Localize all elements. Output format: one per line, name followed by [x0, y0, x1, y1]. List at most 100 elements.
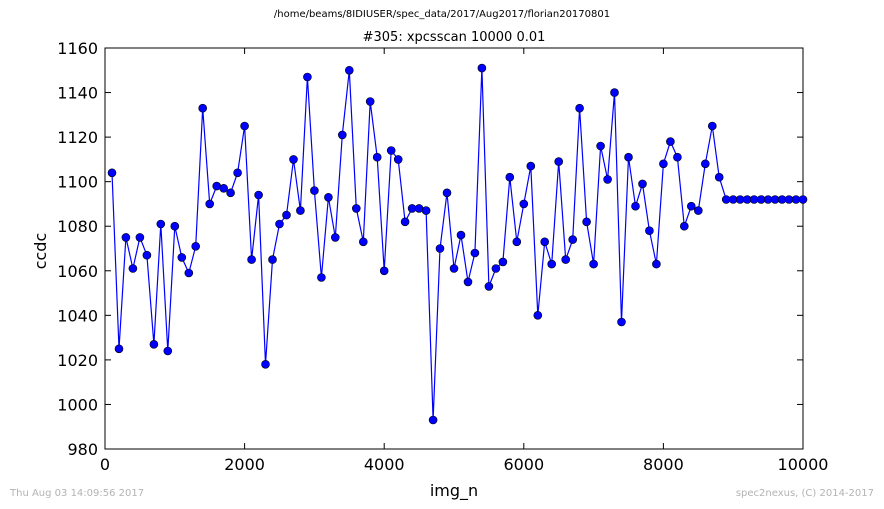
data-point — [135, 233, 145, 242]
plot-frame — [104, 47, 804, 450]
y-tick-label: 1060 — [57, 262, 98, 281]
data-point — [714, 172, 724, 182]
data-point — [673, 152, 682, 162]
data-point — [344, 66, 354, 75]
data-point — [652, 259, 661, 269]
y-tick-label: 1160 — [57, 39, 98, 58]
x-tick-label: 10000 — [778, 455, 829, 474]
data-point — [379, 266, 389, 276]
data-point — [631, 201, 640, 211]
data-point — [554, 157, 564, 166]
data-point — [156, 219, 166, 229]
data-point — [170, 221, 180, 231]
data-point — [491, 264, 501, 273]
data-point — [484, 282, 494, 291]
data-point — [700, 159, 710, 169]
data-point — [519, 199, 529, 209]
data-point — [547, 259, 557, 269]
data-point — [568, 235, 578, 244]
data-point — [317, 273, 326, 282]
data-point — [575, 103, 584, 113]
series-line — [111, 68, 803, 421]
y-tick-label: 1020 — [57, 351, 98, 370]
data-point — [435, 244, 445, 253]
data-point — [114, 344, 124, 354]
data-point — [372, 152, 382, 162]
data-point — [707, 121, 717, 131]
y-tick-label: 1140 — [57, 84, 98, 103]
data-point — [505, 172, 515, 182]
axis-tick-labels: 0 2000 4000 6000 8000 10000 980 1000 1020 1040 106… — [57, 39, 828, 474]
y-tick-label: 1080 — [57, 217, 98, 236]
x-tick-label: 6000 — [503, 455, 544, 474]
data-point — [512, 237, 522, 247]
y-tick-label: 1120 — [57, 128, 98, 147]
data-point — [191, 242, 200, 251]
data-point — [617, 317, 626, 327]
footer-credit: spec2nexus, (C) 2014-2017 — [735, 488, 874, 499]
data-point — [268, 255, 277, 264]
y-axis-label: ccdc — [31, 233, 50, 270]
data-point — [142, 250, 152, 260]
data-point — [428, 415, 438, 425]
data-point — [596, 141, 605, 151]
data-point — [365, 97, 375, 106]
data-point — [582, 217, 591, 227]
x-tick-label: 8000 — [643, 455, 684, 474]
data-point — [324, 193, 333, 202]
data-point — [233, 168, 242, 178]
data-point — [198, 103, 207, 113]
data-point — [561, 255, 571, 264]
data-point — [337, 130, 347, 140]
data-point — [219, 184, 228, 193]
data-point — [624, 152, 633, 162]
data-point — [163, 346, 173, 356]
data-point — [589, 259, 598, 269]
data-point — [679, 221, 689, 231]
data-point — [275, 219, 284, 229]
data-point — [449, 264, 459, 273]
data-point — [289, 155, 298, 164]
y-tick-label: 980 — [67, 440, 98, 459]
data-point — [330, 233, 340, 242]
data-point — [296, 206, 305, 215]
data-point — [798, 195, 808, 204]
data-point — [400, 217, 410, 227]
data-point — [177, 253, 187, 262]
data-point — [351, 204, 361, 213]
x-axis-label: img_n — [430, 481, 478, 501]
data-point — [645, 226, 654, 235]
data-point — [477, 63, 487, 73]
axis-ticks — [104, 47, 804, 450]
data-point — [310, 186, 319, 195]
chart-title: #305: xpcsscan 10000 0.01 — [362, 30, 546, 45]
data-point — [540, 237, 550, 247]
y-tick-label: 1100 — [57, 173, 98, 192]
data-point — [107, 168, 117, 178]
data-point — [533, 310, 543, 320]
data-point — [463, 277, 473, 287]
x-tick-label: 4000 — [364, 455, 405, 474]
data-point — [638, 179, 647, 189]
data-point — [254, 190, 263, 200]
footer-timestamp: Thu Aug 03 14:09:56 2017 — [10, 488, 145, 499]
data-point — [526, 161, 536, 171]
series-points — [107, 63, 808, 425]
data-point — [386, 146, 396, 155]
data-point — [121, 233, 131, 242]
figure-suptitle: /home/beams/8IDIUSER/spec_data/2017/Aug2… — [273, 9, 611, 20]
data-point — [666, 137, 675, 146]
data-point — [128, 264, 138, 273]
data-point — [303, 72, 312, 82]
data-point — [247, 255, 256, 264]
data-point — [358, 237, 368, 247]
data-point — [282, 210, 291, 220]
data-point — [470, 248, 480, 258]
x-tick-label: 2000 — [224, 455, 265, 474]
data-point — [693, 206, 703, 215]
data-point — [205, 199, 214, 209]
data-point — [456, 230, 466, 240]
data-point — [659, 159, 668, 169]
x-tick-label: 0 — [100, 455, 110, 474]
data-point — [226, 188, 235, 198]
